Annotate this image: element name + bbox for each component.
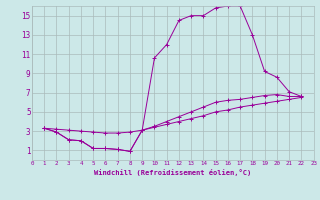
X-axis label: Windchill (Refroidissement éolien,°C): Windchill (Refroidissement éolien,°C) xyxy=(94,169,252,176)
